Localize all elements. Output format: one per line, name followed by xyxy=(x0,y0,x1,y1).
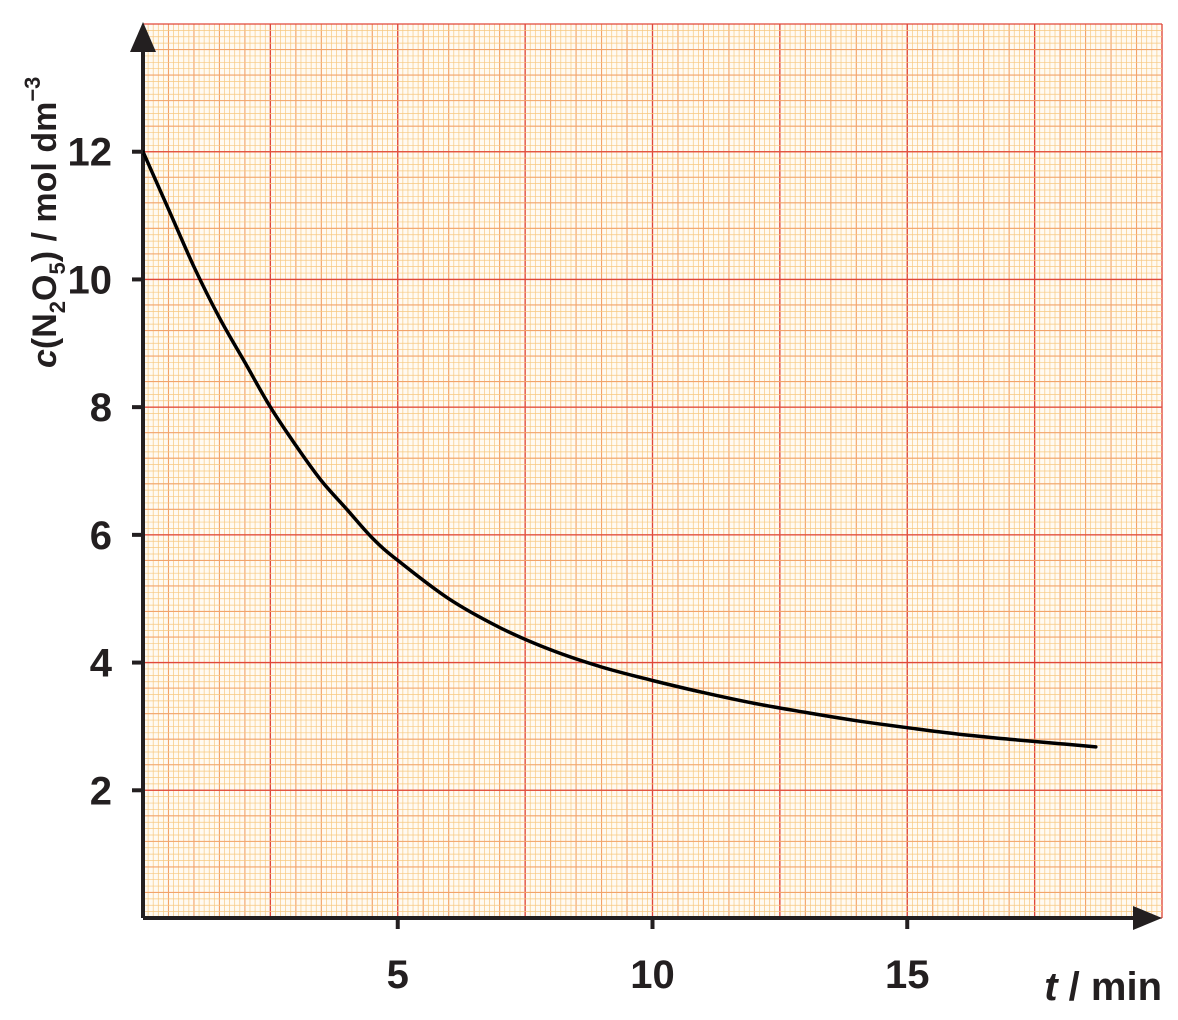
x-tick-label: 15 xyxy=(885,953,930,997)
x-axis-unit: / min xyxy=(1058,965,1162,1009)
x-axis-label: t / min xyxy=(1044,965,1162,1009)
y-axis-arrow xyxy=(130,22,156,52)
y-axis-superscript: −3 xyxy=(20,77,45,102)
y-tick-label: 2 xyxy=(90,769,112,813)
y-tick-label: 6 xyxy=(90,514,112,558)
axes xyxy=(130,22,1162,930)
x-tick-label: 5 xyxy=(387,953,409,997)
y-tick-label: 8 xyxy=(90,386,112,430)
tick-labels: 5 10 15 2 4 6 8 10 12 xyxy=(68,131,930,997)
y-axis-variable: c xyxy=(26,349,64,368)
graph-paper-grid xyxy=(142,23,1163,919)
y-axis-label: c(N2O5) / mol dm−3 xyxy=(20,77,70,368)
y-axis-mid: O xyxy=(26,274,64,300)
series-line-0 xyxy=(141,149,1098,749)
y-tick-label: 10 xyxy=(68,258,113,302)
y-axis-subscript-1: 2 xyxy=(45,301,70,313)
x-axis-arrow xyxy=(1133,906,1162,930)
x-axis-variable: t xyxy=(1044,965,1059,1009)
y-axis-subscript-2: 5 xyxy=(45,262,70,274)
x-tick-label: 10 xyxy=(630,953,675,997)
y-axis-open: (N xyxy=(26,313,64,349)
y-tick-label: 12 xyxy=(68,131,113,175)
curve-layer xyxy=(141,149,1098,749)
y-tick-label: 4 xyxy=(90,642,113,686)
y-axis-close: ) / mol dm xyxy=(26,102,64,263)
